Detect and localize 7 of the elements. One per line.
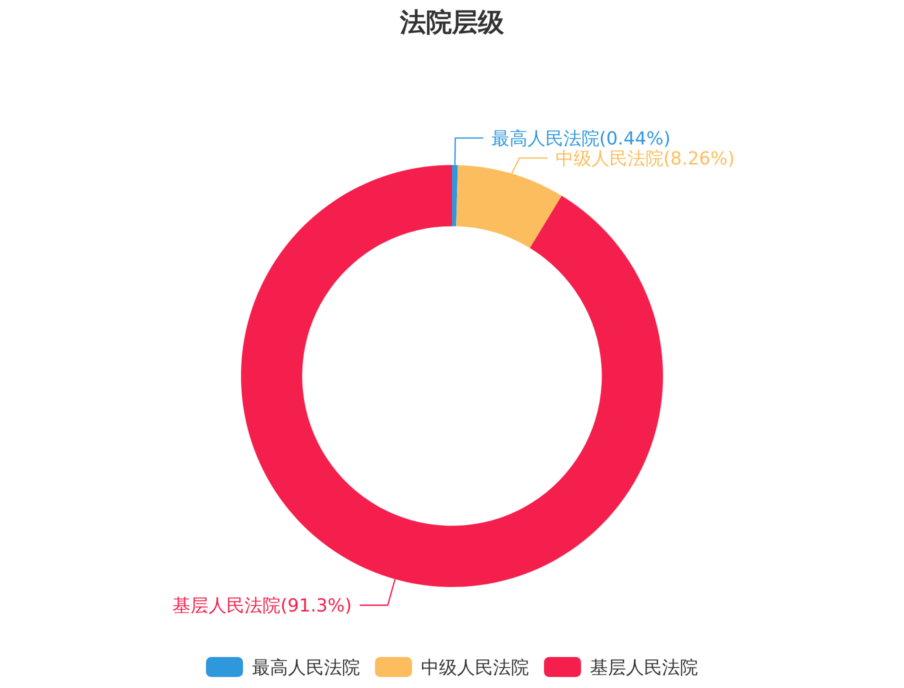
category-label: 最高人民法院(0.44%) xyxy=(491,128,671,150)
category-label: 基层人民法院(91.3%) xyxy=(172,595,352,616)
legend-label: 基层人民法院 xyxy=(590,657,698,678)
category-label: 中级人民法院(8.26%) xyxy=(555,148,735,170)
legend-label: 中级人民法院 xyxy=(421,657,529,678)
chart-title: 法院层级 xyxy=(399,8,505,38)
legend-label: 最高人民法院 xyxy=(252,657,360,678)
